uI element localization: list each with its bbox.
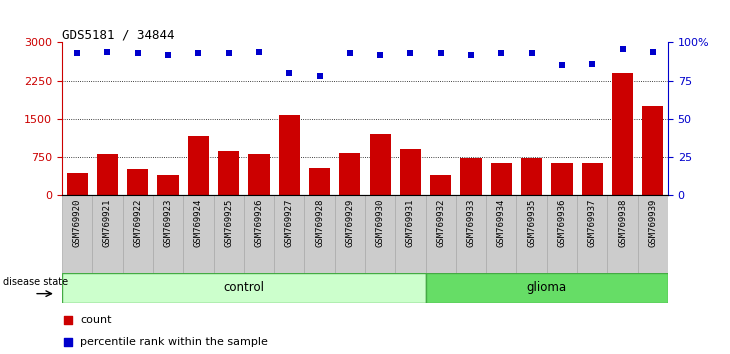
Text: GSM769937: GSM769937 <box>588 199 596 247</box>
Point <box>586 61 598 67</box>
Bar <box>396 195 426 273</box>
Point <box>526 50 537 56</box>
Bar <box>400 149 421 195</box>
Point <box>101 49 113 55</box>
Bar <box>97 154 118 195</box>
Bar <box>274 195 304 273</box>
Bar <box>577 195 607 273</box>
Bar <box>638 195 668 273</box>
Bar <box>582 163 603 195</box>
Bar <box>547 195 577 273</box>
Point <box>465 52 477 57</box>
Point <box>193 50 204 56</box>
Bar <box>521 158 542 195</box>
Text: GSM769921: GSM769921 <box>103 199 112 247</box>
Point <box>223 50 234 56</box>
Bar <box>188 136 209 195</box>
Point <box>374 52 386 57</box>
Bar <box>369 134 391 195</box>
Text: count: count <box>80 315 112 325</box>
Text: GSM769922: GSM769922 <box>134 199 142 247</box>
Bar <box>642 106 664 195</box>
Text: control: control <box>223 281 264 294</box>
Bar <box>517 195 547 273</box>
Text: disease state: disease state <box>3 276 68 287</box>
Bar <box>93 195 123 273</box>
Bar <box>486 195 517 273</box>
Text: GSM769930: GSM769930 <box>376 199 385 247</box>
Bar <box>183 195 214 273</box>
Text: GSM769934: GSM769934 <box>497 199 506 247</box>
Point <box>162 52 174 57</box>
Point <box>72 50 83 56</box>
Bar <box>214 195 244 273</box>
Bar <box>335 195 365 273</box>
Point <box>435 50 447 56</box>
Point <box>556 62 568 68</box>
Bar <box>365 195 396 273</box>
Text: GSM769935: GSM769935 <box>527 199 536 247</box>
Text: GSM769933: GSM769933 <box>466 199 475 247</box>
Text: GSM769924: GSM769924 <box>194 199 203 247</box>
Text: GSM769920: GSM769920 <box>73 199 82 247</box>
Bar <box>309 168 330 195</box>
Point <box>253 49 265 55</box>
Text: GSM769936: GSM769936 <box>558 199 566 247</box>
Text: GSM769931: GSM769931 <box>406 199 415 247</box>
Text: GSM769927: GSM769927 <box>285 199 293 247</box>
Text: GSM769939: GSM769939 <box>648 199 657 247</box>
Bar <box>551 163 572 195</box>
Bar <box>491 163 512 195</box>
Bar <box>123 195 153 273</box>
Text: GSM769938: GSM769938 <box>618 199 627 247</box>
Point <box>62 318 74 323</box>
Point <box>404 50 416 56</box>
Text: GSM769925: GSM769925 <box>224 199 233 247</box>
Point <box>132 50 144 56</box>
Bar <box>248 154 269 195</box>
Bar <box>430 176 451 195</box>
Bar <box>461 158 482 195</box>
Text: glioma: glioma <box>527 281 566 294</box>
Bar <box>279 115 300 195</box>
Bar <box>244 195 274 273</box>
Point <box>647 49 658 55</box>
Text: GSM769926: GSM769926 <box>255 199 264 247</box>
Text: GSM769923: GSM769923 <box>164 199 172 247</box>
Bar <box>66 173 88 195</box>
Text: GSM769928: GSM769928 <box>315 199 324 247</box>
Point <box>344 50 356 56</box>
Bar <box>127 169 148 195</box>
Bar <box>456 195 486 273</box>
Point <box>283 70 295 76</box>
Text: percentile rank within the sample: percentile rank within the sample <box>80 337 268 347</box>
Bar <box>304 195 335 273</box>
Text: GDS5181 / 34844: GDS5181 / 34844 <box>62 28 174 41</box>
Bar <box>62 195 93 273</box>
Text: GSM769932: GSM769932 <box>437 199 445 247</box>
Point <box>496 50 507 56</box>
Bar <box>158 175 179 195</box>
Point <box>314 73 326 79</box>
Bar <box>339 153 361 195</box>
Point <box>62 339 74 344</box>
Bar <box>62 273 426 303</box>
Bar <box>612 73 633 195</box>
Bar <box>153 195 183 273</box>
Bar <box>426 273 668 303</box>
Bar <box>426 195 456 273</box>
Point <box>617 46 629 51</box>
Bar <box>218 150 239 195</box>
Bar <box>607 195 638 273</box>
Text: GSM769929: GSM769929 <box>345 199 354 247</box>
